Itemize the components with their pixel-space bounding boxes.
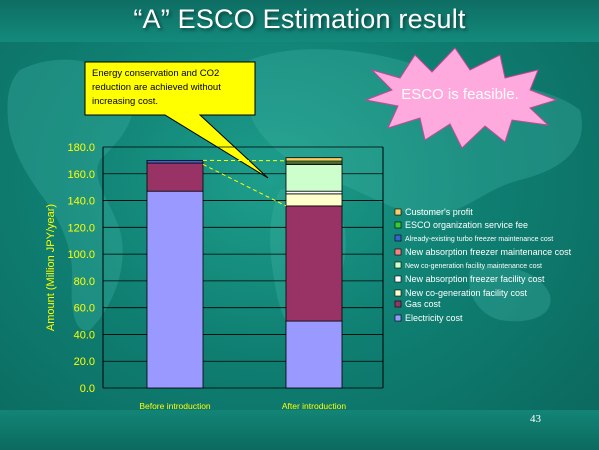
callout-text: Energy conservation and CO2 reduction ar…	[92, 68, 221, 107]
y-tick-label: 180.0	[67, 142, 95, 154]
bar-segment	[146, 190, 204, 389]
legend-swatch	[394, 261, 402, 269]
burst-text: ESCO is feasible.	[401, 86, 519, 103]
legend-label: Electricity cost	[405, 313, 463, 323]
bar-segment	[285, 157, 343, 162]
y-tick-label: 100.0	[67, 249, 95, 261]
bar-segment	[285, 320, 343, 389]
y-axis-label: Amount (Million JPY/year)	[45, 204, 57, 331]
burst-shape	[364, 47, 558, 149]
comparison-line-lower	[202, 163, 287, 207]
legend-swatch	[394, 234, 402, 242]
bar-segment	[146, 162, 204, 192]
y-tick-label: 0.0	[80, 383, 95, 395]
legend-swatch	[394, 314, 402, 322]
bar-segment	[285, 190, 343, 195]
x-tick-label: Before introduction	[139, 401, 211, 411]
legend-label: ESCO organization service fee	[405, 220, 528, 230]
x-tick-label: After introduction	[282, 401, 347, 411]
legend-swatch	[394, 275, 402, 283]
legend-label: Gas cost	[405, 299, 441, 309]
legend-swatch	[394, 300, 402, 308]
legend-label: New absorption freezer maintenance cost	[405, 247, 572, 257]
y-tick-label: 60.0	[74, 303, 95, 315]
slide-title: “A” ESCO Estimation result	[133, 4, 466, 34]
page-number: 43	[530, 413, 541, 425]
callout-shape	[84, 61, 269, 179]
legend-label: Customer's profit	[405, 207, 473, 217]
map-landmass-oceania	[469, 266, 551, 322]
y-tick-label: 40.0	[74, 329, 95, 341]
bar-segment	[285, 193, 343, 207]
y-tick-label: 120.0	[67, 222, 95, 234]
footer-band	[0, 410, 599, 450]
legend-swatch	[394, 248, 402, 256]
bar-segment	[285, 164, 343, 192]
legend-label: Already-existing turbo freezer maintenan…	[405, 236, 553, 243]
y-tick-label: 140.0	[67, 196, 95, 208]
legend-swatch	[394, 221, 402, 229]
y-tick-label: 20.0	[74, 356, 95, 368]
title-band	[0, 0, 599, 42]
y-tick-label: 80.0	[74, 276, 95, 288]
legend-swatch	[394, 289, 402, 297]
y-tick-label: 160.0	[67, 169, 95, 181]
legend-label: New absorption freezer facility cost	[405, 274, 545, 284]
legend-label: New co-generation facility maintenance c…	[405, 263, 542, 270]
legend-label: New co-generation facility cost	[405, 288, 528, 298]
bar-segment	[285, 205, 343, 322]
legend-swatch	[394, 208, 402, 216]
map-landmass-americas	[7, 59, 133, 331]
bar-segment	[146, 159, 204, 164]
